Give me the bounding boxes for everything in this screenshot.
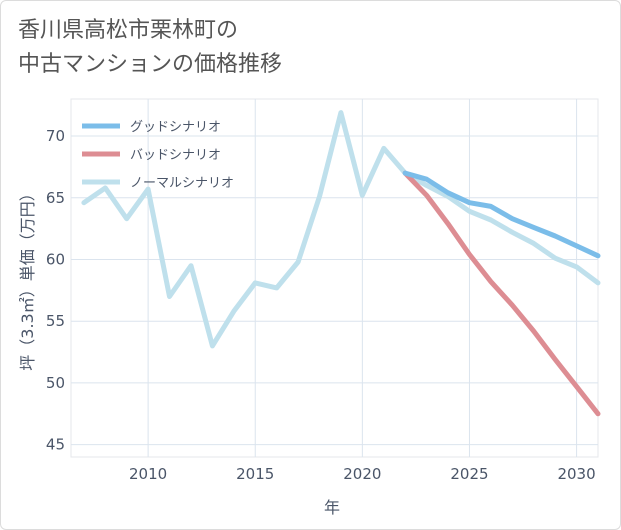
- grid-lines: [71, 99, 598, 457]
- y-tick-45: 45: [46, 436, 65, 454]
- x-tick-2020: 2020: [343, 465, 381, 483]
- title-line-1: 香川県高松市栗林町の: [18, 18, 239, 43]
- y-axis-label: 坪（3.3㎡）単価（万円）: [18, 185, 37, 370]
- x-tick-labels: 2010 2015 2020 2025 2030: [129, 465, 596, 483]
- x-tick-2010: 2010: [129, 465, 167, 483]
- title-line-2: 中古マンションの価格推移: [18, 52, 283, 77]
- series-line-2: [81, 110, 601, 349]
- x-tick-2030: 2030: [557, 465, 595, 483]
- legend-label-2: ノーマルシナリオ: [130, 176, 234, 191]
- series-line-0: [402, 170, 601, 259]
- x-tick-2015: 2015: [236, 465, 274, 483]
- y-tick-60: 60: [46, 250, 65, 268]
- y-tick-50: 50: [46, 374, 65, 392]
- legend-label-1: バッドシナリオ: [130, 148, 221, 163]
- chart-title: 香川県高松市栗林町の 中古マンションの価格推移: [18, 14, 282, 82]
- series-line-1: [402, 170, 601, 417]
- x-tick-2025: 2025: [450, 465, 488, 483]
- y-tick-65: 65: [46, 189, 65, 207]
- legend-label-0: グッドシナリオ: [130, 120, 221, 135]
- x-axis-label: 年: [324, 498, 340, 517]
- series-lines: [81, 110, 601, 417]
- plot-area: [70, 98, 599, 458]
- y-tick-55: 55: [46, 312, 65, 330]
- y-tick-labels: 45 50 55 60 65 70: [46, 127, 65, 454]
- y-tick-70: 70: [46, 127, 65, 145]
